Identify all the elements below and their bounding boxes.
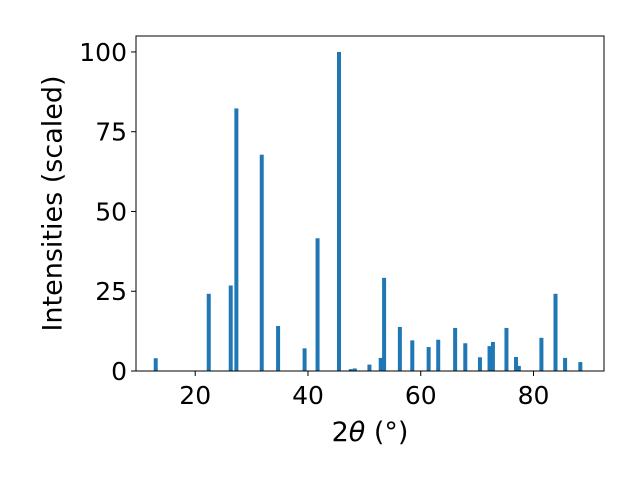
bar — [553, 293, 558, 371]
bar — [563, 357, 568, 371]
y-tick-label: 100 — [79, 38, 127, 67]
bars — [153, 51, 583, 372]
bar — [315, 238, 320, 371]
bar — [234, 108, 239, 372]
bar — [336, 51, 341, 371]
bar — [352, 368, 357, 371]
bar — [276, 326, 281, 371]
x-axis-label-prefix: 2 — [332, 417, 349, 448]
y-tick-label: 50 — [95, 197, 127, 226]
bar — [153, 358, 158, 371]
bar — [453, 327, 458, 371]
bar — [206, 293, 211, 371]
y-axis-label: Intensities (scaled) — [38, 75, 69, 331]
bar — [228, 285, 233, 371]
bar — [382, 277, 387, 371]
bar — [397, 326, 402, 371]
bar — [504, 327, 509, 371]
bar — [259, 154, 264, 371]
x-tick-label: 40 — [292, 381, 324, 410]
y-tick-label: 75 — [95, 118, 127, 147]
bar — [516, 365, 521, 371]
bar — [578, 362, 583, 371]
bar — [487, 346, 492, 371]
bar — [367, 364, 372, 371]
x-axis-label: 2θ (°) — [332, 417, 409, 448]
x-tick-label: 80 — [518, 381, 550, 410]
x-tick-label: 20 — [179, 381, 211, 410]
bar — [477, 357, 482, 371]
bar — [378, 357, 383, 371]
bar — [463, 343, 468, 371]
bar — [514, 356, 519, 371]
bar — [410, 340, 415, 371]
bar — [426, 347, 431, 371]
axes: 20 40 60 80 0 25 50 75 100 — [79, 35, 605, 410]
x-axis-label-theta: θ — [349, 417, 366, 448]
bar — [348, 369, 353, 371]
plot-frame — [135, 35, 605, 372]
bar — [436, 339, 441, 371]
bar — [302, 348, 307, 371]
y-tick-label: 0 — [111, 357, 127, 386]
y-tick-label: 25 — [95, 277, 127, 306]
bar — [539, 337, 544, 371]
bar — [490, 341, 495, 371]
x-axis-label-unit: (°) — [365, 417, 408, 448]
x-tick-label: 60 — [405, 381, 437, 410]
